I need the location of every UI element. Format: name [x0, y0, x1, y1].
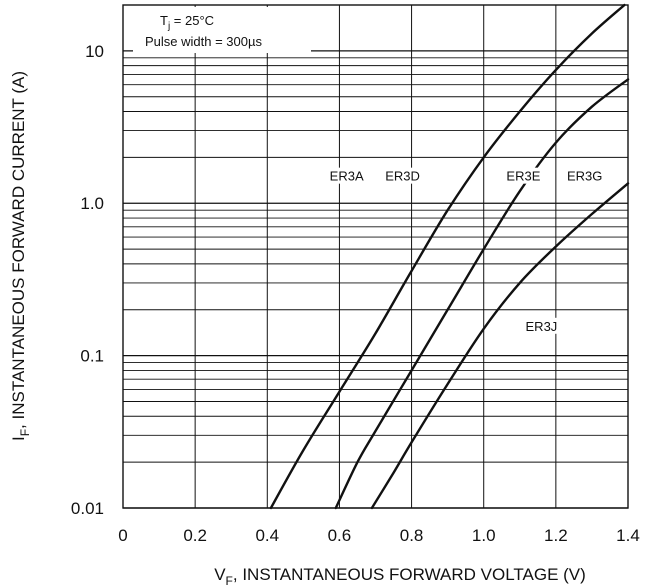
- annotation-pulse-width: Pulse width = 300µs: [145, 34, 262, 49]
- x-tick-label: 0.6: [328, 526, 352, 545]
- series-line-1: [269, 3, 626, 510]
- curve-label: ER3A: [330, 169, 364, 184]
- x-tick-label: 1.2: [544, 526, 568, 545]
- y-tick-label: 1.0: [80, 194, 104, 213]
- annotation-box: [133, 7, 311, 53]
- x-tick-label: 1.0: [472, 526, 496, 545]
- y-axis-title: IF, INSTANTANEOUS FORWARD CURRENT (A): [9, 71, 32, 441]
- curve-label: ER3E: [506, 169, 540, 184]
- annotation-temperature: Tj = 25°C: [160, 13, 214, 32]
- curve-label-bg: [503, 167, 543, 184]
- x-tick-label: 0.8: [400, 526, 424, 545]
- plot-frame: [122, 4, 629, 509]
- y-tick-label: 0.1: [80, 347, 104, 366]
- x-tick-label: 0.4: [255, 526, 279, 545]
- curve-label: ER3D: [385, 169, 420, 184]
- series-line-3: [370, 182, 630, 510]
- curve-label-bg: [522, 317, 561, 334]
- curve-label-bg: [383, 167, 422, 184]
- curve-labels: ER3A ER3D ER3E ER3G ER3J: [327, 167, 605, 334]
- curve-label-bg: [327, 167, 367, 184]
- curves: [269, 3, 630, 510]
- x-axis-title: VF, INSTANTANEOUS FORWARD VOLTAGE (V): [214, 565, 586, 588]
- y-tick-label: 10: [85, 42, 104, 61]
- curve-label: ER3G: [567, 169, 602, 184]
- y-tick-label: 0.01: [71, 499, 104, 518]
- grid: [122, 4, 629, 509]
- x-tick-label: 0.2: [183, 526, 207, 545]
- curve-label-bg: [565, 167, 605, 184]
- x-tick-label: 1.4: [616, 526, 640, 545]
- curve-label: ER3J: [526, 319, 558, 334]
- series-line-2: [334, 78, 630, 510]
- x-tick-label: 0: [118, 526, 127, 545]
- tick-labels: 0 0.2 0.4 0.6 0.8 1.0 1.2 1.4 0.01 0.1 1.0 10: [71, 42, 640, 545]
